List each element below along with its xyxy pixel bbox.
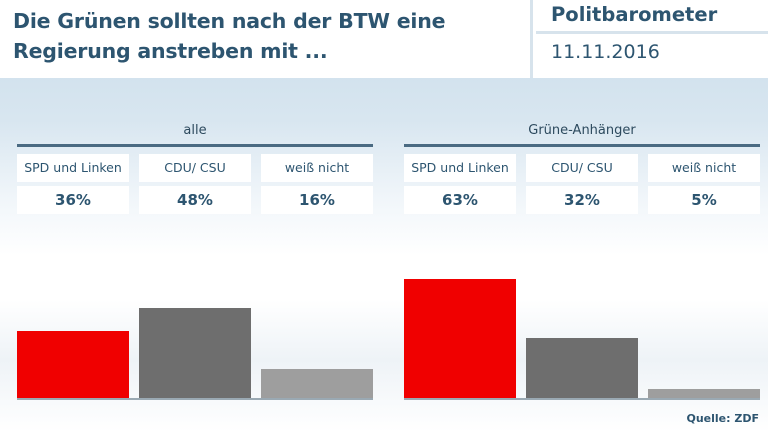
- value-label-alle-weiss-nicht: 16%: [261, 186, 373, 214]
- baseline-gruene-anhaenger: [404, 398, 760, 400]
- value-label-alle-cdu-csu: 48%: [139, 186, 251, 214]
- category-label-alle-spd-linke: SPD und Linken: [17, 154, 129, 182]
- bar-gruene-spd-linke: [404, 279, 516, 399]
- category-label-gruene-spd-linke: SPD und Linken: [404, 154, 516, 182]
- chart-title-line-2: Regierung anstreben mit ...: [13, 39, 328, 63]
- value-label-gruene-weiss-nicht: 5%: [648, 186, 760, 214]
- value-label-gruene-spd-linke: 63%: [404, 186, 516, 214]
- baseline-alle: [17, 398, 373, 400]
- source-label: Quelle: ZDF: [686, 412, 760, 425]
- bar-gruene-weiss-nicht: [648, 389, 760, 399]
- group-label-gruene-anhaenger: Grüne-Anhänger: [528, 123, 636, 138]
- chart-title-line-1: Die Grünen sollten nach der BTW eine: [13, 9, 446, 33]
- value-label-gruene-cdu-csu: 32%: [526, 186, 638, 214]
- bar-alle-spd-linke: [17, 331, 129, 399]
- category-label-gruene-weiss-nicht: weiß nicht: [648, 154, 760, 182]
- header: Die Grünen sollten nach der BTW eine Reg…: [0, 0, 768, 78]
- bar-alle-weiss-nicht: [261, 369, 373, 399]
- category-label-gruene-cdu-csu: CDU/ CSU: [526, 154, 638, 182]
- bar-alle-cdu-csu: [139, 308, 251, 399]
- bar-gruene-cdu-csu: [526, 338, 638, 399]
- brand-box: Politbarometer 11.11.2016: [536, 0, 768, 78]
- group-label-alle: alle: [183, 123, 207, 138]
- value-label-alle-spd-linke: 36%: [17, 186, 129, 214]
- group-line-gruene-anhaenger: [404, 144, 760, 147]
- brand-name: Politbarometer: [536, 0, 768, 34]
- survey-date: 11.11.2016: [551, 41, 660, 63]
- category-label-alle-weiss-nicht: weiß nicht: [261, 154, 373, 182]
- category-label-alle-cdu-csu: CDU/ CSU: [139, 154, 251, 182]
- group-line-alle: [17, 144, 373, 147]
- title-box: Die Grünen sollten nach der BTW eine Reg…: [0, 0, 533, 78]
